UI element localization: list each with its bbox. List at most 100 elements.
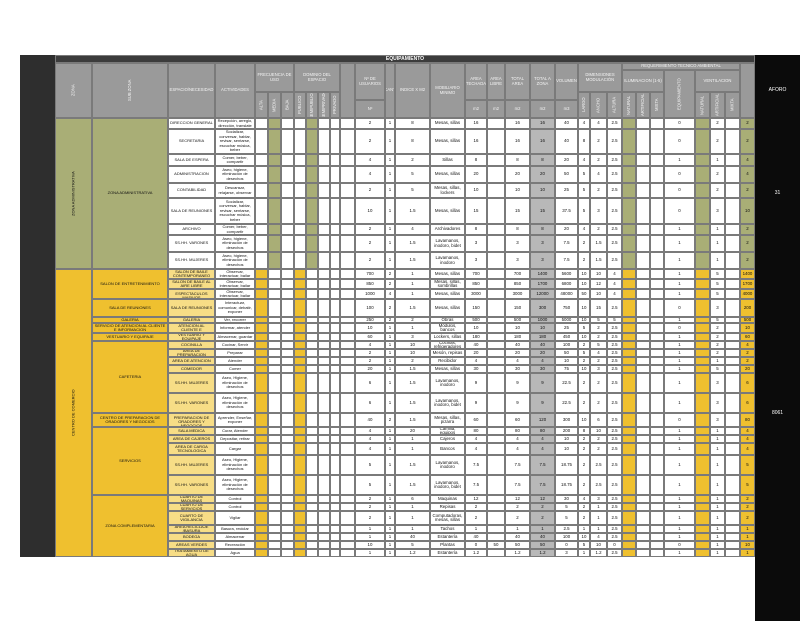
- area-techada-text: 150: [472, 304, 480, 310]
- largo: 2: [578, 357, 590, 365]
- ventilacion-cell: [725, 198, 740, 224]
- blank-cell: [340, 129, 355, 154]
- iluminacion-cell: [622, 279, 636, 289]
- ventilacion-cell: [725, 299, 740, 317]
- iluminacion-cell: [636, 541, 650, 549]
- iluminacion-cell: [636, 365, 650, 373]
- actividades: Agua: [215, 549, 255, 557]
- area-total-text: 180: [513, 333, 522, 339]
- mobiliario: Módulos, bancos: [430, 323, 465, 333]
- largo: 4: [578, 224, 590, 235]
- indice-text: 1.5: [409, 365, 416, 371]
- frecuencia-cell: [255, 365, 268, 373]
- frecuencia-cell: [268, 317, 281, 323]
- area-techada: 80: [465, 427, 487, 435]
- ventilacion-cell: 5: [710, 289, 725, 299]
- cantidad: 1: [385, 235, 395, 252]
- dominio-cell: [294, 317, 306, 323]
- usuarios: 4: [355, 154, 385, 166]
- iluminacion-cell: [650, 269, 664, 279]
- frecuencia-cell: [255, 443, 268, 455]
- ancho: 5: [590, 341, 607, 349]
- dominio-cell: [294, 373, 306, 393]
- ventilacion-cell: 1: [710, 549, 725, 557]
- blank-cell: [340, 495, 355, 503]
- usuarios: 2: [355, 357, 385, 365]
- cantidad: 1: [385, 349, 395, 357]
- dominio-cell: [318, 317, 330, 323]
- dominio-cell: [294, 413, 306, 427]
- area-total-text: 40: [515, 341, 520, 347]
- ancho: 2: [590, 357, 607, 365]
- indice: 2: [395, 357, 430, 365]
- ventilacion-cell: [725, 455, 740, 475]
- area-total-text: 40: [515, 533, 520, 539]
- indice: 1.5: [395, 252, 430, 269]
- espacio-text: SECRETARIA: [178, 138, 205, 144]
- equipamiento-text: 0: [678, 541, 681, 547]
- area-total-text: 9: [516, 379, 519, 385]
- mobiliario-text: Recibidor: [438, 357, 457, 363]
- frecuencia-cell: [281, 525, 294, 533]
- iluminacion-cell: [622, 475, 636, 495]
- dominio-cell: [318, 118, 330, 129]
- total-zona: 7.5: [530, 455, 555, 475]
- indice-text: 1.2: [409, 549, 416, 555]
- frecuencia-cell: [281, 252, 294, 269]
- ventilacion-cell: [695, 154, 710, 166]
- iluminacion-cell: [650, 279, 664, 289]
- iluminacion-cell: [650, 525, 664, 533]
- volumen-text: 5600: [561, 270, 572, 276]
- equipamiento-text: 1: [678, 270, 681, 276]
- equipamiento-text: 1: [678, 525, 681, 531]
- volumen-text: 10: [564, 445, 569, 451]
- iluminacion-cell: [636, 525, 650, 533]
- equipamiento-text: 1: [678, 533, 681, 539]
- dominio-cell: [318, 455, 330, 475]
- ventilacion-cell: [725, 341, 740, 349]
- ventilacion-cell: [725, 289, 740, 299]
- volumen-text: 18.75: [561, 461, 572, 467]
- espacio-text: DIRECCION GENERAL: [170, 120, 213, 126]
- equipamiento: 1: [664, 365, 695, 373]
- altura: 2.5: [607, 427, 622, 435]
- subzona-text: ZONA ADMINISTRATIVA: [107, 190, 153, 196]
- header-zona: ZONA: [55, 63, 92, 118]
- altura: 4: [607, 269, 622, 279]
- volumen-text: 2.5: [563, 525, 570, 531]
- altura-text: 2.5: [611, 240, 618, 246]
- area-techada: 40: [465, 341, 487, 349]
- dominio-cell: [330, 541, 340, 549]
- altura: 2.5: [607, 525, 622, 533]
- volumen-text: 20: [564, 156, 569, 162]
- cantidad: 1: [385, 549, 395, 557]
- volumen-text: 5: [565, 514, 568, 520]
- frecuencia-cell: [268, 475, 281, 495]
- largo-text: 10: [581, 304, 587, 310]
- largo-text: 10: [581, 533, 587, 539]
- blank-cell: [340, 413, 355, 427]
- total-zona: 10: [530, 183, 555, 198]
- area-total-text: 16: [515, 138, 520, 144]
- cantidad: 1: [385, 533, 395, 541]
- aforo: 4: [740, 166, 755, 183]
- area-techada: 16: [465, 129, 487, 154]
- area-techada: 16: [465, 118, 487, 129]
- usuarios-text: 1: [368, 549, 372, 555]
- frecuencia-cell: [255, 495, 268, 503]
- total-zona: 12: [530, 495, 555, 503]
- ventilacion-cell-text: 1: [716, 514, 719, 520]
- total-zona: 1000: [530, 317, 555, 323]
- frecuencia-cell: [281, 413, 294, 427]
- area-total-text: 20: [515, 349, 520, 355]
- frecuencia-cell: [255, 427, 268, 435]
- equipamiento: 0: [664, 183, 695, 198]
- largo: 2: [578, 511, 590, 525]
- altura-text: 2.5: [611, 399, 618, 405]
- indice-text: 1.5: [409, 257, 416, 263]
- ventilacion-cell: [695, 235, 710, 252]
- aforo-text: 200: [743, 304, 752, 310]
- iluminacion-cell: [622, 269, 636, 279]
- dominio-cell: [306, 443, 318, 455]
- usuarios: 40: [355, 413, 385, 427]
